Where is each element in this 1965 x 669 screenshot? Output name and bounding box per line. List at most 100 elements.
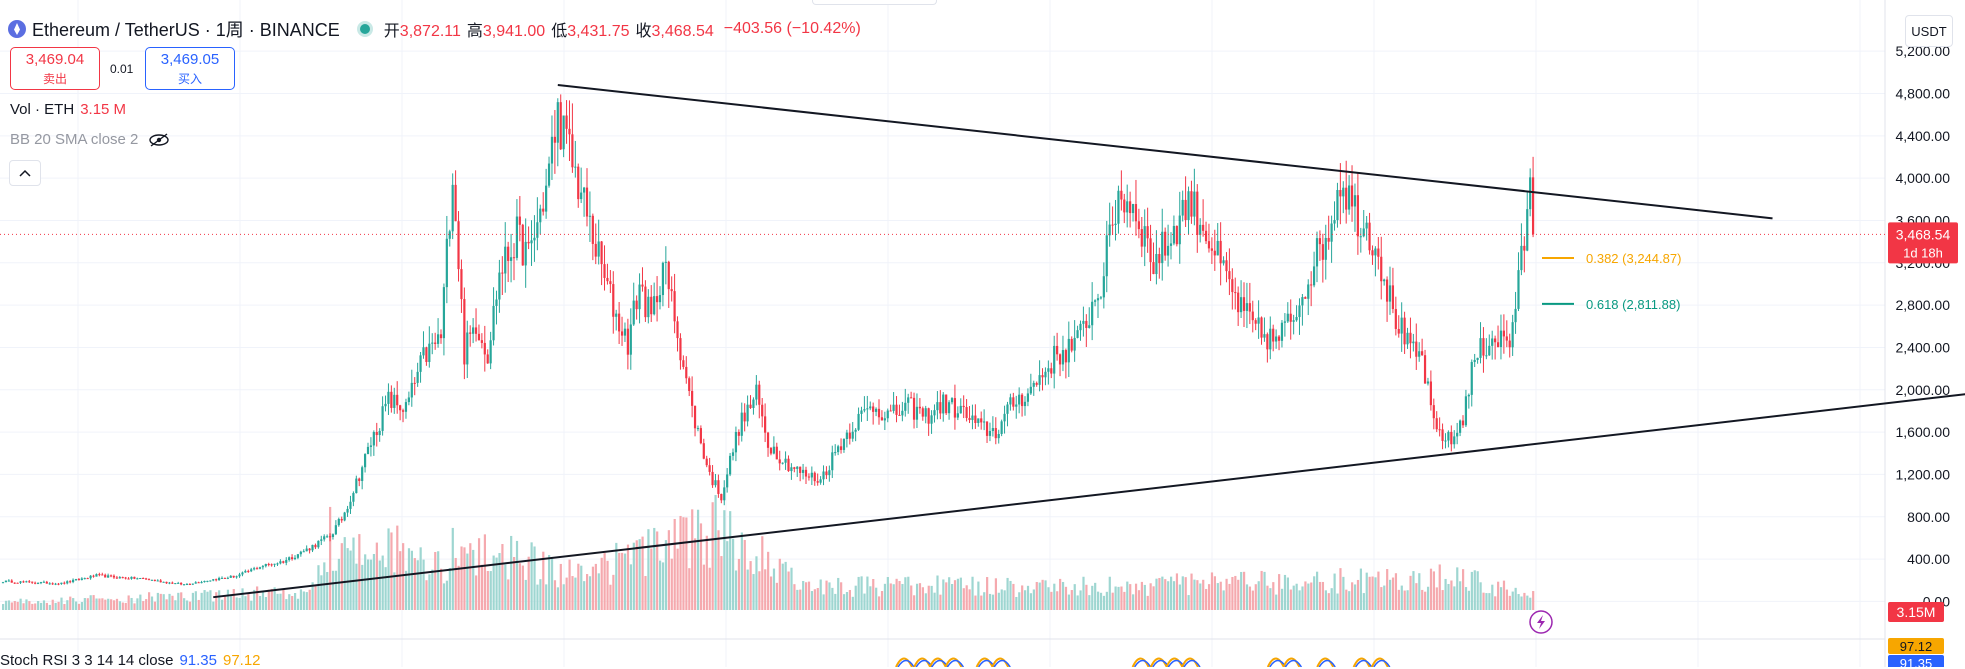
volume-bar [1275,594,1278,610]
volume-bar [515,540,519,610]
volume-bar [930,585,933,610]
volume-bar [1123,591,1126,610]
volume-bar [1365,572,1368,610]
bollinger-indicator-label: BB 20 SMA close 2 [10,131,139,148]
stoch-k-wave [1183,659,1201,667]
candle-body [974,415,977,424]
candle-body [1499,330,1503,348]
volume-bar [22,603,25,610]
stoch-d-wave [1352,657,1371,667]
candle-body [515,216,519,258]
volume-indicator-legend[interactable]: Vol · ETH 3.15 M [10,101,126,118]
candle-body [57,583,60,585]
candle-body [1126,201,1129,213]
volume-bar [1462,569,1465,610]
candle-body [83,578,86,580]
volume-bar [183,598,186,610]
candle-body [1026,393,1030,402]
candle-body [559,102,562,150]
candle-body [740,412,743,436]
candle-body [261,566,264,568]
currency-selector[interactable]: USDT [1905,15,1953,47]
volume-bar [1012,583,1015,610]
candle-body [1067,338,1070,363]
candle-body [293,557,297,560]
trendline-2[interactable] [213,381,1965,599]
volume-bar [1327,593,1330,610]
candle-body [19,581,22,583]
volume-bar [425,580,428,610]
candle-body [150,579,154,581]
collapse-legend-button[interactable] [9,160,41,186]
volume-bar [694,538,697,610]
buy-button[interactable]: 3,469.05 买入 [145,47,235,90]
stoch-rsi-legend[interactable]: Stoch RSI 3 3 14 14 close 91.35 97.12 [0,652,261,669]
volume-bar [460,546,463,610]
volume-bar [641,536,644,610]
candle-body [512,257,516,259]
volume-bar [1070,590,1073,610]
candle-body [647,296,650,318]
candle-body [80,578,83,580]
last-price-badge-countdown: 1d 18h [1903,245,1943,260]
candle-body [1193,191,1196,217]
candle-body [644,286,647,318]
candle-body [895,404,898,415]
volume-bar [39,602,43,610]
candle-body [463,299,466,365]
volume-bar [42,600,46,610]
candle-body [1009,397,1012,405]
candle-body [1120,190,1123,200]
volume-bar [1324,590,1327,610]
volume-bar [244,596,247,610]
volume-bar [1301,586,1304,610]
volume-bar [203,590,206,610]
volume-bar [1196,580,1199,610]
candle-body [1371,250,1374,256]
volume-bar [404,570,408,610]
trendline-1[interactable] [557,84,1773,220]
candle-body [486,354,489,364]
volume-bar [1175,573,1179,610]
candle-body [396,394,399,406]
candle-body [1298,305,1301,318]
price-axis-tick-label: 4,400.00 [1896,128,1951,144]
volume-bar [1464,587,1468,610]
volume-bar [1298,590,1301,610]
eye-crossed-icon[interactable] [148,132,170,147]
volume-bar [720,556,723,610]
stoch-d-wave [991,657,1010,667]
candle-body [822,471,825,480]
candle-body [253,568,256,570]
bollinger-indicator-legend[interactable]: BB 20 SMA close 2 [10,131,170,148]
symbol-title[interactable]: Ethereum / TetherUS · 1周 · BINANCE [32,20,340,40]
candle-body [947,402,951,414]
sell-button[interactable]: 3,469.04 卖出 [10,47,100,90]
candle-body [545,185,548,212]
volume-bar [457,565,460,610]
candle-body [206,580,209,582]
candle-body [74,579,78,581]
volume-bar [375,542,378,610]
candle-body [1496,342,1500,348]
candle-body [801,469,805,473]
candle-body [375,432,378,436]
candle-body [594,243,597,257]
candle-body [819,479,822,483]
volume-bar [317,565,320,610]
volume-bar [588,576,592,610]
top-tab-handle[interactable] [812,0,937,5]
candle-body [901,410,904,416]
candle-body [101,574,104,576]
candle-body [711,471,714,486]
candle-body [991,428,994,432]
volume-bar [256,586,259,610]
volume-bar [644,576,647,610]
candle-body [980,418,983,423]
fib-0.382-label: 0.382 (3,244.87) [1586,251,1681,266]
volume-bar [1316,571,1319,610]
candle-body [1184,199,1187,220]
volume-bar [1494,596,1497,610]
candle-body [1429,381,1432,406]
